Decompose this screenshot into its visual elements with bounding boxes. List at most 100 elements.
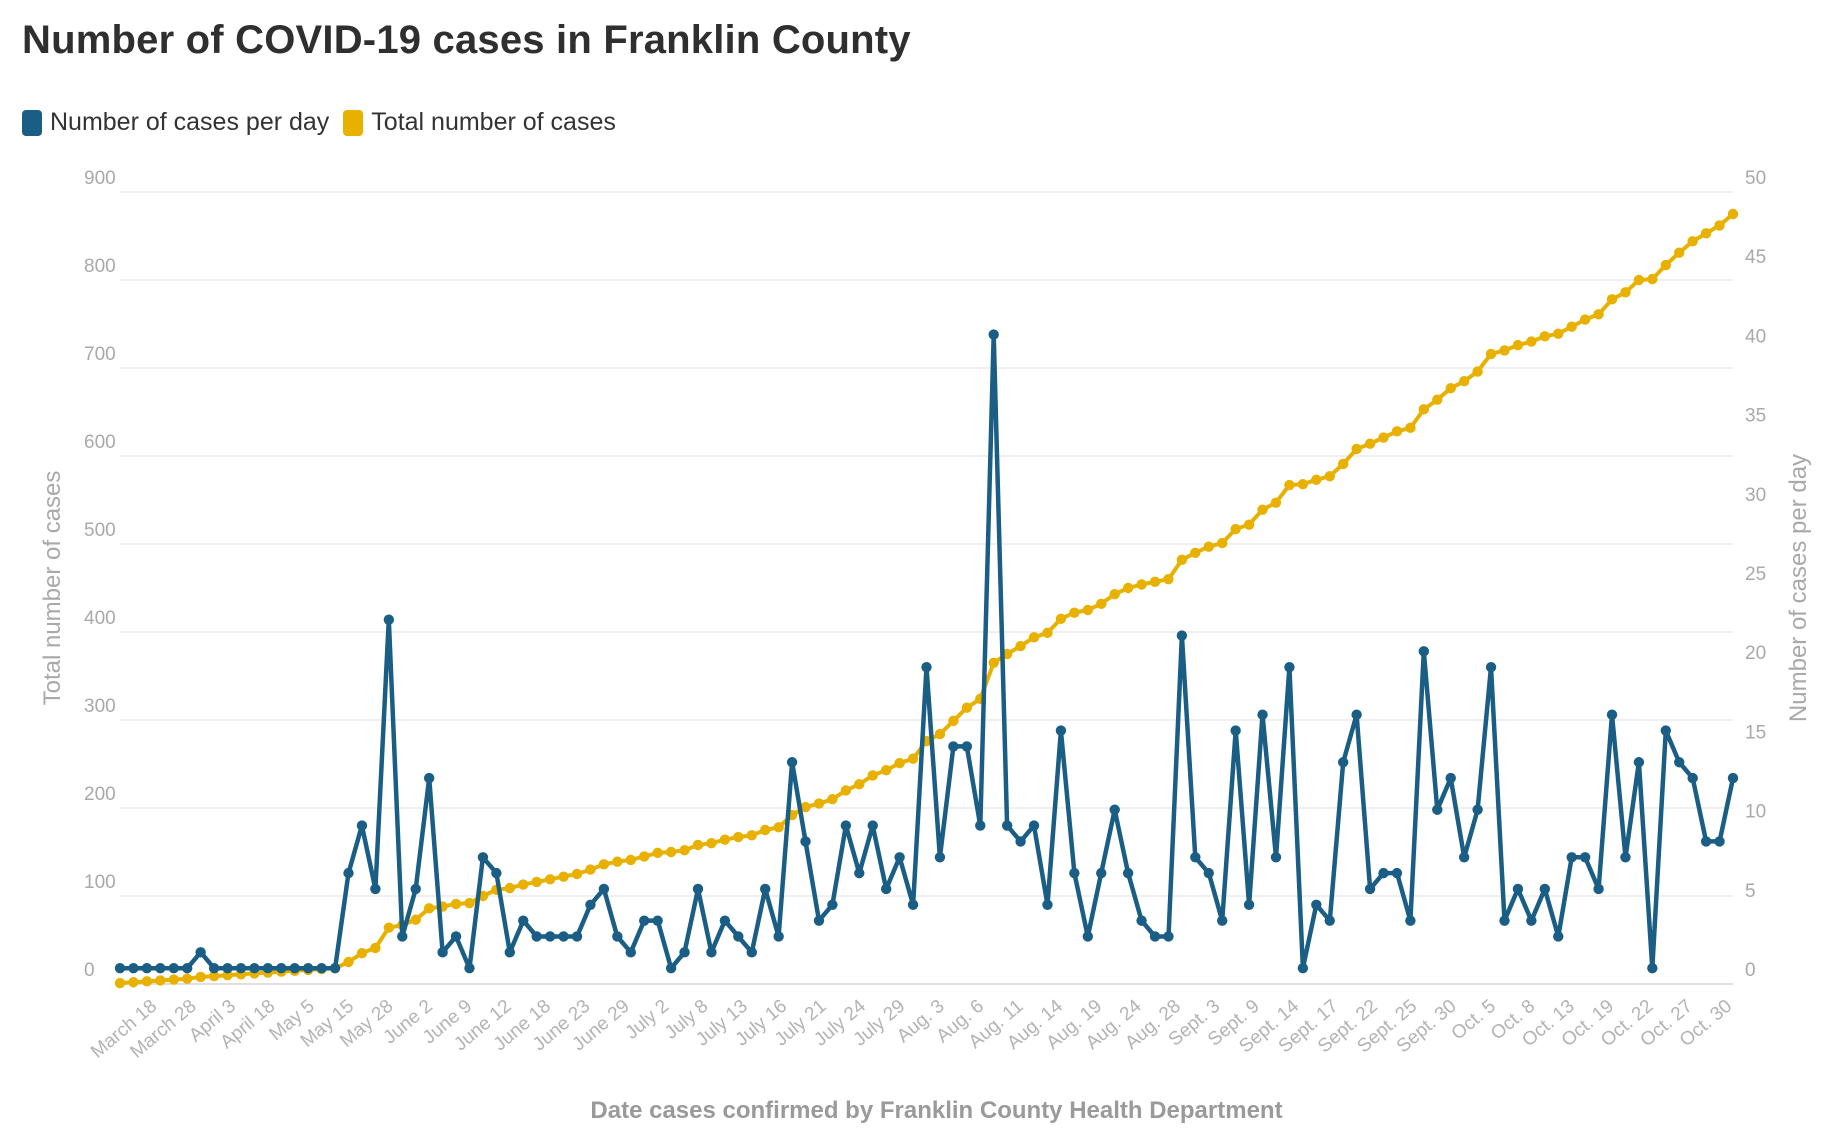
data-point-cases-per-day [195, 947, 206, 958]
data-point-total-cases [1539, 331, 1551, 342]
data-point-cases-per-day [880, 883, 892, 895]
data-point-cases-per-day [544, 931, 556, 942]
data-point-total-cases [518, 879, 529, 890]
y-left-tick-label: 800 [84, 256, 116, 277]
data-point-cases-per-day [1727, 772, 1739, 784]
data-point-total-cases [1405, 422, 1416, 434]
data-point-total-cases [1499, 345, 1510, 356]
data-point-cases-per-day [329, 962, 341, 974]
data-point-cases-per-day [1553, 931, 1564, 942]
data-point-cases-per-day [1055, 725, 1067, 736]
data-point-cases-per-day [1606, 709, 1618, 720]
data-point-total-cases [141, 976, 153, 987]
data-point-cases-per-day [316, 962, 327, 974]
data-point-total-cases [746, 830, 757, 841]
data-point-cases-per-day [1687, 772, 1698, 784]
data-point-cases-per-day [397, 931, 408, 942]
data-point-cases-per-day [262, 962, 274, 974]
data-point-cases-per-day [733, 931, 744, 942]
data-point-cases-per-day [975, 820, 986, 831]
data-point-cases-per-day [746, 947, 757, 958]
y-right-tick-label: 40 [1745, 326, 1766, 347]
data-point-cases-per-day [760, 883, 771, 895]
data-point-cases-per-day [1176, 630, 1188, 641]
data-point-total-cases [612, 856, 623, 867]
data-point-cases-per-day [1472, 804, 1483, 815]
data-point-cases-per-day [1364, 883, 1376, 895]
data-point-cases-per-day [907, 899, 919, 910]
y-left-tick-label: 400 [84, 608, 116, 629]
data-point-cases-per-day [692, 883, 704, 895]
y-left-tick-label: 100 [84, 872, 116, 893]
data-point-cases-per-day [598, 883, 610, 895]
data-point-cases-per-day [1579, 852, 1591, 863]
data-point-total-cases [652, 847, 663, 859]
data-point-total-cases [504, 882, 516, 894]
data-point-total-cases [1176, 554, 1188, 566]
data-point-total-cases [1042, 627, 1053, 639]
y-left-tick-label: 0 [84, 960, 95, 981]
data-point-cases-per-day [585, 899, 596, 910]
data-point-total-cases [1082, 604, 1094, 616]
data-point-total-cases [813, 798, 825, 809]
data-point-total-cases [1109, 588, 1120, 600]
data-point-cases-per-day [1405, 915, 1416, 926]
data-point-total-cases [1337, 458, 1349, 470]
data-point-cases-per-day [719, 915, 731, 926]
data-point-total-cases [692, 839, 704, 851]
data-point-cases-per-day [1217, 915, 1228, 926]
data-point-cases-per-day [800, 836, 811, 847]
data-point-total-cases [1620, 287, 1631, 298]
data-point-total-cases [639, 851, 650, 862]
data-point-cases-per-day [128, 962, 139, 974]
data-point-cases-per-day [491, 867, 502, 879]
data-point-cases-per-day [854, 867, 865, 879]
data-point-total-cases [719, 834, 731, 845]
data-point-cases-per-day [665, 962, 677, 974]
data-point-cases-per-day [114, 962, 126, 974]
data-point-total-cases [1526, 336, 1537, 347]
data-point-cases-per-day [1351, 709, 1362, 720]
data-point-cases-per-day [1418, 646, 1430, 657]
data-point-total-cases [1136, 579, 1147, 590]
data-point-total-cases [1163, 574, 1174, 585]
data-point-total-cases [1647, 273, 1658, 285]
legend: Number of cases per day Total number of … [22, 108, 630, 137]
data-point-total-cases [1190, 547, 1201, 558]
data-point-cases-per-day [1432, 804, 1443, 815]
data-point-cases-per-day [1633, 757, 1645, 768]
data-point-total-cases [208, 970, 220, 982]
data-point-cases-per-day [1391, 867, 1403, 879]
y-right-tick-label: 25 [1745, 564, 1766, 585]
data-point-total-cases [1364, 438, 1376, 449]
data-point-cases-per-day [1028, 820, 1040, 831]
data-point-cases-per-day [1243, 899, 1255, 910]
data-point-cases-per-day [1714, 836, 1725, 847]
data-point-cases-per-day [1257, 709, 1268, 720]
x-tick-label: July 2 [622, 996, 674, 1044]
y-right-tick-label: 45 [1745, 247, 1766, 268]
legend-label-total: Total number of cases [371, 108, 616, 136]
data-point-total-cases [1284, 479, 1295, 491]
data-point-total-cases [410, 914, 421, 925]
y-left-tick-label: 900 [84, 168, 116, 189]
legend-item-daily: Number of cases per day [22, 108, 329, 137]
data-point-cases-per-day [289, 962, 300, 974]
data-point-total-cases [598, 859, 610, 870]
data-point-total-cases [1633, 274, 1645, 286]
data-point-cases-per-day [235, 962, 247, 974]
data-point-total-cases [840, 785, 852, 796]
data-point-cases-per-day [1660, 725, 1671, 736]
data-point-total-cases [1096, 598, 1107, 610]
data-point-total-cases [1674, 247, 1685, 258]
data-point-total-cases [423, 903, 435, 914]
data-point-total-cases [1378, 432, 1389, 443]
data-point-total-cases [760, 824, 771, 836]
data-point-cases-per-day [894, 852, 905, 863]
data-point-cases-per-day [302, 962, 314, 974]
data-point-cases-per-day [356, 820, 368, 831]
data-point-total-cases [544, 874, 556, 885]
data-point-total-cases [195, 971, 206, 983]
data-point-cases-per-day [1042, 899, 1053, 910]
y-right-tick-label: 5 [1745, 881, 1756, 902]
